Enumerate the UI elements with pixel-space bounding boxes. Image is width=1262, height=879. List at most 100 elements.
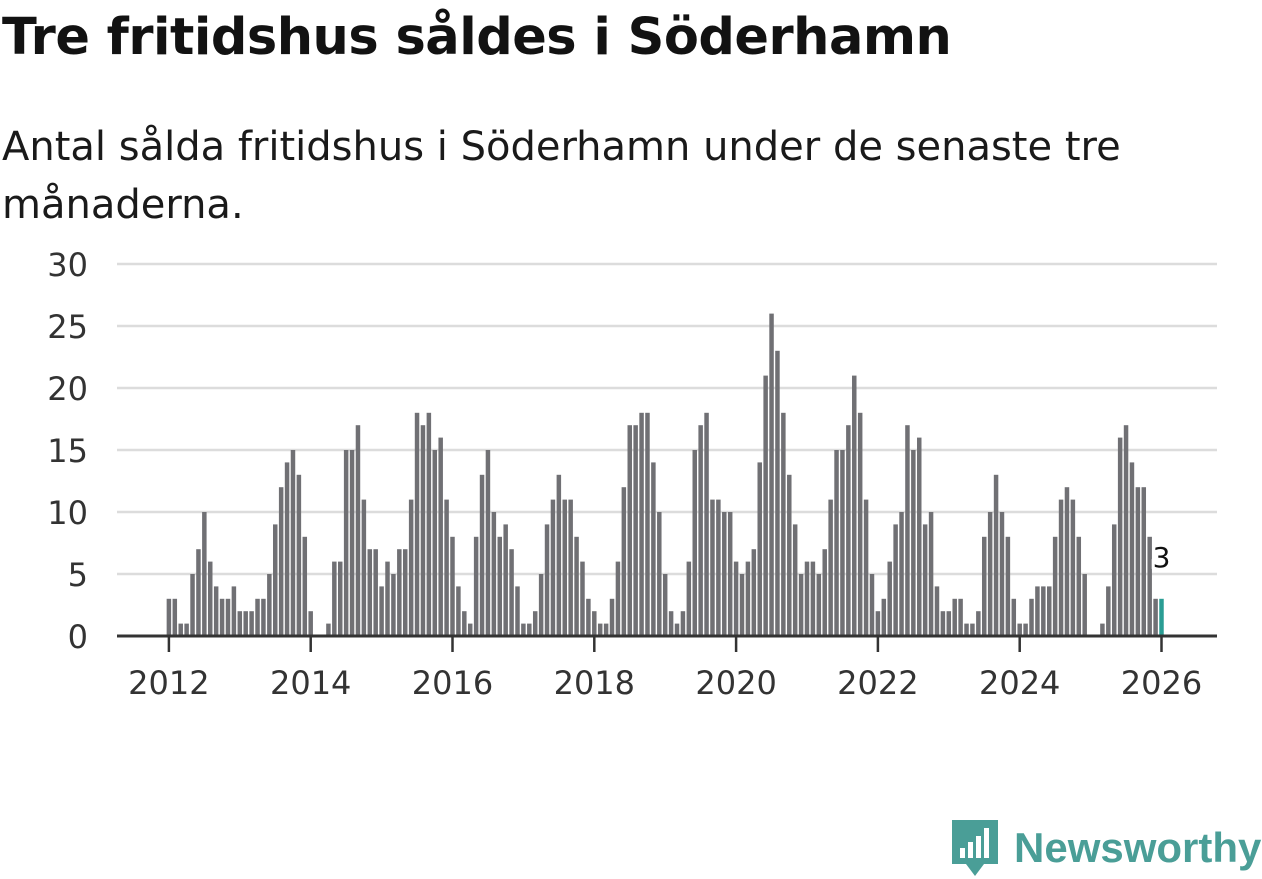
bar [710, 499, 715, 636]
bar [479, 474, 485, 636]
bar [532, 611, 538, 636]
bar [290, 450, 296, 636]
bars [166, 313, 1164, 636]
bar [946, 611, 952, 636]
bar [574, 536, 579, 636]
newsworthy-logo: Newsworthy [950, 818, 1261, 878]
bar [308, 611, 313, 636]
bar [467, 623, 473, 636]
bar [444, 499, 449, 636]
bar [255, 598, 260, 636]
bar [586, 598, 591, 636]
bar [527, 623, 532, 636]
bar [544, 524, 550, 636]
bar [680, 611, 686, 636]
bar [414, 412, 420, 636]
bar [917, 437, 922, 636]
y-tick-label: 0 [68, 618, 88, 656]
bar [420, 425, 426, 636]
bar [834, 450, 839, 636]
x-tick-label: 2016 [412, 664, 493, 702]
x-axis: 2012 2014 2016 2018 2020 2022 2024 2026 [117, 634, 1217, 702]
bar [338, 561, 343, 636]
bar [237, 611, 243, 636]
bar [1041, 586, 1046, 636]
bar [426, 412, 432, 636]
bar [438, 437, 443, 636]
bar [757, 462, 762, 636]
bar [609, 598, 615, 636]
bar [580, 561, 585, 636]
bar [674, 623, 680, 636]
bar [278, 487, 284, 636]
bar [538, 574, 544, 636]
y-tick-label: 25 [47, 308, 88, 346]
x-tick-label: 2020 [695, 664, 776, 702]
bar [804, 561, 810, 636]
bar [645, 412, 650, 636]
y-tick-label: 30 [47, 246, 88, 284]
bar [922, 524, 928, 636]
bar [863, 499, 869, 636]
bar [727, 512, 733, 636]
bar [993, 474, 999, 636]
bar [515, 586, 520, 636]
bar [887, 561, 892, 636]
bar [249, 611, 254, 636]
bar [881, 598, 887, 636]
bar [556, 474, 562, 636]
latest-value-label: 3 [1153, 541, 1171, 574]
bar [627, 425, 632, 636]
bar [397, 549, 402, 636]
bar [875, 611, 881, 636]
x-tick-label: 2022 [837, 664, 918, 702]
y-tick-label: 20 [47, 370, 88, 408]
bar [852, 375, 857, 636]
bar [456, 586, 461, 636]
bar [367, 549, 373, 636]
bar [213, 586, 219, 636]
bar [745, 561, 751, 636]
bar [698, 425, 703, 636]
bar [473, 536, 479, 636]
bar [798, 574, 804, 636]
bar [1147, 536, 1152, 636]
x-tick-label: 2018 [554, 664, 635, 702]
bar-latest [1159, 598, 1164, 636]
bar [1141, 487, 1147, 636]
bar [781, 412, 786, 636]
y-tick-label: 5 [68, 556, 88, 594]
bar [219, 598, 225, 636]
bar [550, 499, 556, 636]
bar [166, 598, 172, 636]
bar [1153, 598, 1158, 636]
bar [810, 561, 816, 636]
chart-title: Tre fritidshus såldes i Söderhamn [2, 8, 952, 67]
bar [964, 623, 969, 636]
bar [633, 425, 638, 636]
bar [1117, 437, 1123, 636]
bar [273, 524, 278, 636]
bar [1023, 623, 1028, 636]
bar [905, 425, 910, 636]
bar [373, 549, 378, 636]
bar [172, 598, 178, 636]
bar [840, 450, 845, 636]
bar [1106, 586, 1111, 636]
bar [1123, 425, 1129, 636]
x-tick-label: 2014 [270, 664, 351, 702]
bar [692, 450, 697, 636]
bar [893, 524, 898, 636]
bar [208, 561, 213, 636]
bar [662, 574, 668, 636]
x-tick-label: 2026 [1121, 664, 1202, 702]
bar [402, 549, 408, 636]
bar [999, 512, 1005, 636]
bar [792, 524, 798, 636]
bar [184, 623, 189, 636]
bar [202, 512, 207, 636]
bar [332, 561, 337, 636]
brand-name: Newsworthy [1014, 824, 1262, 871]
bar [1029, 598, 1034, 636]
bar [568, 499, 573, 636]
